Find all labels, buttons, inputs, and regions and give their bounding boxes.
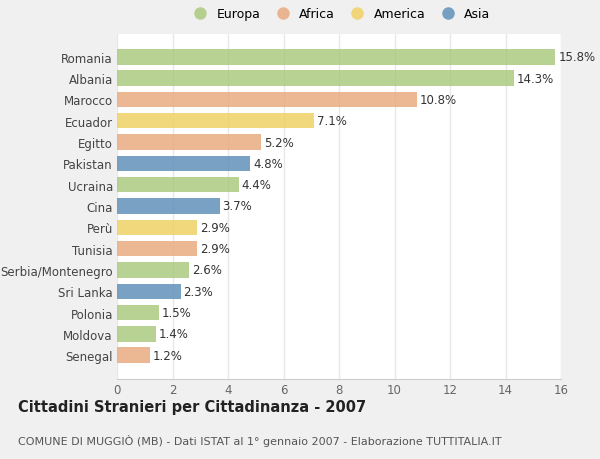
Bar xyxy=(117,284,181,299)
Text: 2.9%: 2.9% xyxy=(200,221,230,234)
Bar xyxy=(117,114,314,129)
Text: 4.8%: 4.8% xyxy=(253,157,283,170)
Text: COMUNE DI MUGGIÒ (MB) - Dati ISTAT al 1° gennaio 2007 - Elaborazione TUTTITALIA.: COMUNE DI MUGGIÒ (MB) - Dati ISTAT al 1°… xyxy=(18,434,502,446)
Text: 5.2%: 5.2% xyxy=(264,136,294,149)
Legend: Europa, Africa, America, Asia: Europa, Africa, America, Asia xyxy=(188,8,490,21)
Bar xyxy=(117,263,189,278)
Text: 1.2%: 1.2% xyxy=(153,349,183,362)
Text: 4.4%: 4.4% xyxy=(242,179,272,192)
Text: 1.5%: 1.5% xyxy=(161,306,191,319)
Text: 3.7%: 3.7% xyxy=(223,200,252,213)
Bar xyxy=(117,178,239,193)
Bar xyxy=(117,157,250,172)
Bar xyxy=(117,305,158,320)
Text: 2.9%: 2.9% xyxy=(200,243,230,256)
Bar xyxy=(117,326,156,342)
Bar xyxy=(117,93,417,108)
Text: 2.6%: 2.6% xyxy=(192,264,222,277)
Text: 14.3%: 14.3% xyxy=(517,73,554,85)
Bar xyxy=(117,71,514,87)
Bar xyxy=(117,348,151,363)
Bar xyxy=(117,199,220,214)
Text: 10.8%: 10.8% xyxy=(419,94,457,107)
Bar xyxy=(117,50,556,65)
Text: 7.1%: 7.1% xyxy=(317,115,347,128)
Bar xyxy=(117,220,197,235)
Bar xyxy=(117,135,262,151)
Text: 15.8%: 15.8% xyxy=(558,51,595,64)
Text: 1.4%: 1.4% xyxy=(158,328,188,341)
Text: 2.3%: 2.3% xyxy=(184,285,214,298)
Text: Cittadini Stranieri per Cittadinanza - 2007: Cittadini Stranieri per Cittadinanza - 2… xyxy=(18,399,366,414)
Bar xyxy=(117,241,197,257)
